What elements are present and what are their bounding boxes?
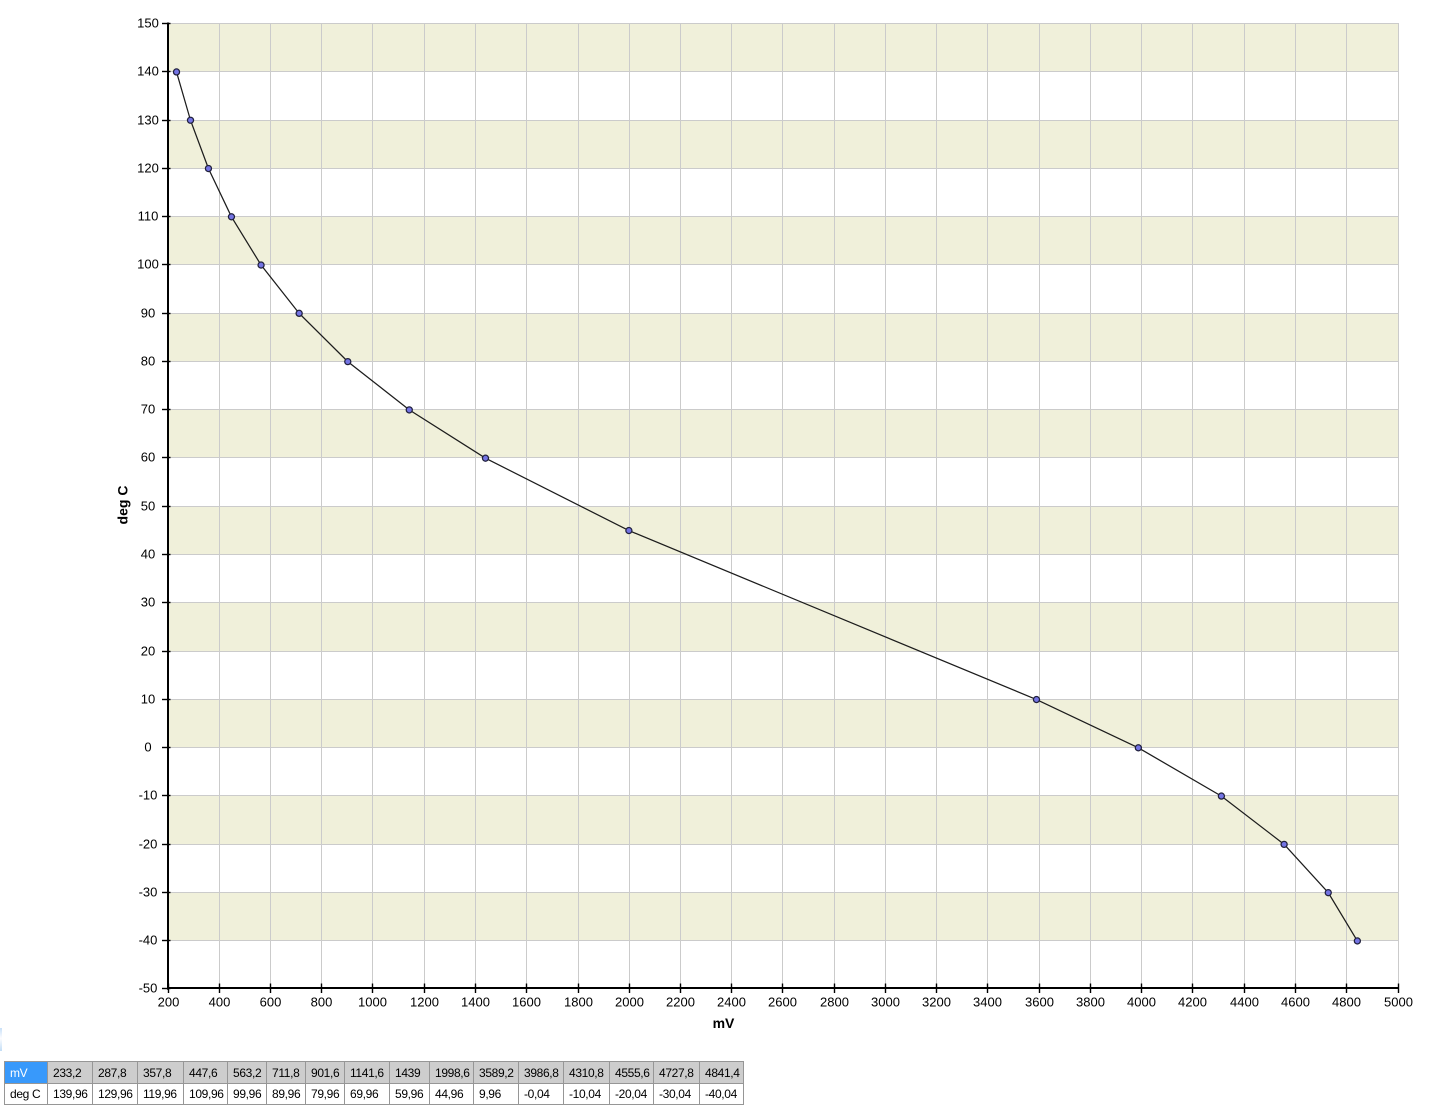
svg-text:4600: 4600 [1281,995,1310,1010]
svg-text:30: 30 [141,595,155,610]
svg-text:20: 20 [141,644,155,659]
svg-text:59,96: 59,96 [395,1087,424,1101]
svg-text:89,96: 89,96 [272,1087,301,1101]
svg-text:-30: -30 [139,885,158,900]
svg-text:3589,2: 3589,2 [479,1066,514,1080]
svg-text:40: 40 [141,547,155,562]
svg-text:2200: 2200 [666,995,695,1010]
svg-text:4200: 4200 [1178,995,1207,1010]
svg-text:110: 110 [138,209,159,224]
svg-text:2000: 2000 [615,995,644,1010]
svg-text:400: 400 [209,995,231,1010]
svg-text:0: 0 [144,740,151,755]
svg-text:129,96: 129,96 [98,1087,133,1101]
svg-text:4400: 4400 [1230,995,1259,1010]
svg-text:69,96: 69,96 [350,1087,379,1101]
svg-text:-10: -10 [139,788,158,803]
svg-text:2400: 2400 [717,995,746,1010]
svg-text:3800: 3800 [1076,995,1105,1010]
svg-text:99,96: 99,96 [233,1087,262,1101]
svg-text:70: 70 [141,402,155,417]
svg-text:1000: 1000 [358,995,387,1010]
svg-text:-40,04: -40,04 [705,1087,738,1101]
svg-text:120: 120 [137,161,159,176]
svg-text:1600: 1600 [512,995,541,1010]
svg-text:1141,6: 1141,6 [350,1066,384,1080]
svg-text:80: 80 [141,354,155,369]
svg-text:1800: 1800 [564,995,593,1010]
svg-text:447,6: 447,6 [189,1066,218,1080]
svg-text:3000: 3000 [871,995,900,1010]
svg-text:50: 50 [141,499,155,514]
svg-text:3600: 3600 [1025,995,1054,1010]
svg-text:4000: 4000 [1127,995,1156,1010]
svg-text:mV: mV [713,1015,735,1031]
svg-text:4310,8: 4310,8 [569,1066,604,1080]
svg-text:44,96: 44,96 [435,1087,464,1101]
svg-text:3986,8: 3986,8 [524,1066,559,1080]
svg-text:139,96: 139,96 [53,1087,88,1101]
svg-text:901,6: 901,6 [311,1066,340,1080]
svg-text:60: 60 [141,450,155,465]
svg-text:4555,6: 4555,6 [615,1066,650,1080]
svg-text:-10,04: -10,04 [569,1087,602,1101]
svg-text:563,2: 563,2 [233,1066,262,1080]
svg-text:4841,4: 4841,4 [705,1066,740,1080]
svg-text:3200: 3200 [922,995,951,1010]
svg-text:-0,04: -0,04 [524,1087,550,1101]
svg-text:mV: mV [10,1066,28,1080]
svg-text:-20,04: -20,04 [615,1087,648,1101]
svg-text:-40: -40 [139,933,158,948]
svg-text:9,96: 9,96 [479,1087,502,1101]
svg-text:1439: 1439 [395,1066,421,1080]
svg-text:2600: 2600 [768,995,797,1010]
svg-text:200: 200 [158,995,180,1010]
svg-text:119,96: 119,96 [143,1087,177,1101]
svg-text:90: 90 [141,306,155,321]
svg-text:-20: -20 [139,837,158,852]
svg-text:357,8: 357,8 [143,1066,172,1080]
svg-text:-30,04: -30,04 [659,1087,692,1101]
svg-text:1200: 1200 [410,995,439,1010]
svg-text:711,8: 711,8 [272,1066,300,1080]
svg-text:deg C: deg C [115,486,131,525]
svg-text:1998,6: 1998,6 [435,1066,470,1080]
svg-text:1400: 1400 [461,995,490,1010]
svg-text:233,2: 233,2 [53,1066,82,1080]
svg-text:100: 100 [137,257,159,272]
svg-text:109,96: 109,96 [189,1087,224,1101]
svg-text:4727,8: 4727,8 [659,1066,694,1080]
svg-text:10: 10 [141,692,155,707]
svg-text:600: 600 [260,995,282,1010]
svg-text:3400: 3400 [973,995,1002,1010]
svg-text:287,8: 287,8 [98,1066,127,1080]
svg-text:-50: -50 [139,981,158,996]
svg-text:800: 800 [311,995,333,1010]
svg-text:deg C: deg C [10,1087,41,1101]
svg-text:5000: 5000 [1384,995,1413,1010]
svg-text:130: 130 [137,113,159,128]
svg-text:79,96: 79,96 [311,1087,340,1101]
svg-text:140: 140 [137,64,159,79]
svg-text:2800: 2800 [820,995,849,1010]
svg-text:4800: 4800 [1332,995,1361,1010]
svg-text:150: 150 [137,16,159,31]
